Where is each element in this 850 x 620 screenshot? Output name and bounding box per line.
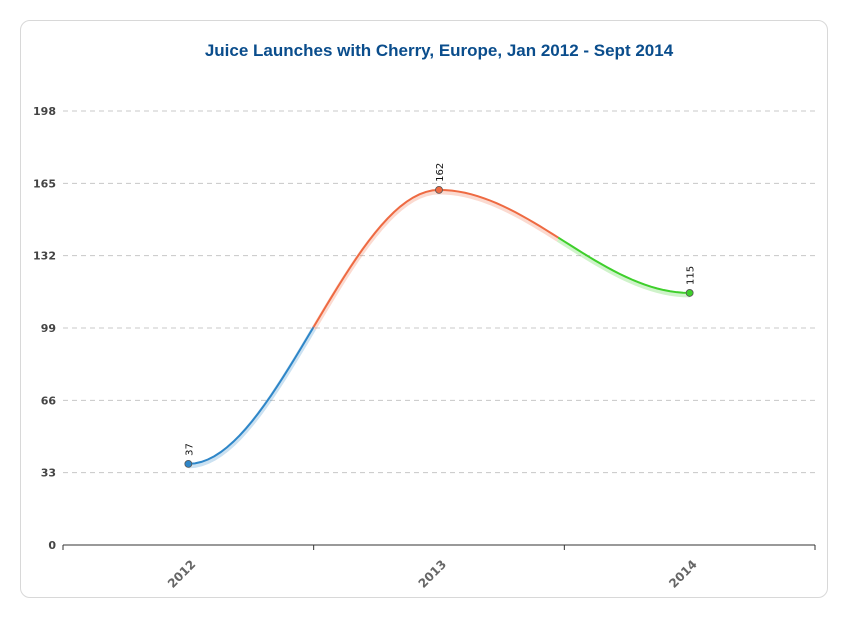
point-layer	[184, 186, 694, 468]
y-tick-label: 132	[33, 250, 56, 263]
y-tick-label: 165	[33, 177, 56, 190]
axis-layer: 0 33 66 99 132 165 198 2012 2013 2014	[33, 105, 816, 591]
series-line-segment	[557, 236, 690, 294]
series-line-segment	[188, 326, 315, 465]
x-tick-label: 2012	[165, 557, 199, 591]
x-tick-label: 2013	[416, 557, 450, 591]
y-tick-label: 99	[41, 322, 56, 335]
series-line-segment	[312, 188, 559, 328]
y-tick-label: 66	[41, 394, 57, 407]
series-line-shadow	[311, 189, 560, 331]
line-layer	[188, 188, 690, 469]
x-tick-label: 2014	[666, 557, 700, 591]
chart-card	[20, 20, 828, 598]
data-point	[184, 459, 193, 468]
data-label: 37	[184, 443, 195, 456]
data-point	[435, 186, 443, 194]
y-tick-label: 33	[41, 467, 56, 480]
series-line-shadow	[556, 237, 690, 298]
data-label: 162	[435, 163, 446, 182]
data-point	[685, 289, 694, 297]
series-line-shadow	[188, 327, 316, 469]
y-tick-label: 198	[33, 105, 56, 118]
label-layer: 37 162 115	[184, 163, 696, 456]
chart-title: Juice Launches with Cherry, Europe, Jan …	[204, 41, 674, 60]
y-tick-label: 0	[48, 539, 56, 552]
data-label: 115	[686, 266, 697, 285]
